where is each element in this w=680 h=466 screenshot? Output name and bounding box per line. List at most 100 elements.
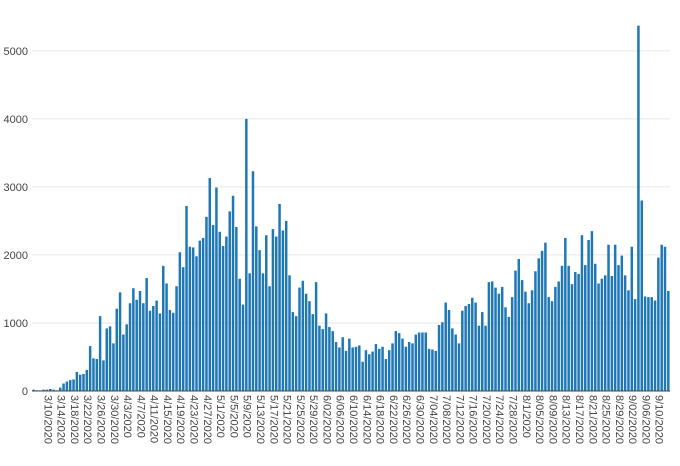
bar [82, 373, 85, 391]
bar [554, 286, 557, 391]
x-tick-label: 4/27/2020 [201, 395, 213, 444]
bar [544, 242, 547, 391]
bar [45, 389, 49, 391]
x-tick-label: 3/30/2020 [108, 395, 120, 444]
x-tick-label: 7/04/2020 [427, 395, 439, 444]
bar [248, 273, 251, 391]
bar [397, 333, 401, 391]
bar [68, 380, 72, 391]
bar [191, 247, 195, 391]
x-tick-label: 6/02/2020 [320, 395, 332, 444]
x-tick-label: 6/14/2020 [360, 395, 372, 444]
bar [593, 263, 597, 391]
bar [321, 329, 324, 391]
bar [557, 281, 560, 391]
bar [584, 265, 587, 391]
gridlines [32, 50, 670, 324]
bar [215, 187, 218, 391]
bar [394, 331, 398, 391]
x-tick-label: 7/20/2020 [480, 395, 492, 444]
bar [344, 350, 348, 391]
bar [620, 255, 624, 391]
bar [610, 276, 614, 391]
x-tick-label: 9/02/2020 [626, 395, 638, 444]
x-tick-label: 8/09/2020 [546, 395, 558, 444]
bar [431, 349, 434, 391]
bar [225, 236, 228, 391]
bar [304, 293, 308, 391]
bar [364, 350, 368, 391]
x-tick-label: 3/26/2020 [94, 395, 106, 444]
bar [251, 171, 255, 391]
x-tick-label: 4/19/2020 [174, 395, 186, 444]
bar [371, 351, 374, 391]
bar [185, 205, 188, 391]
bar [228, 211, 231, 391]
bar [507, 316, 511, 391]
x-tick-label: 3/10/2020 [41, 395, 53, 444]
bar [667, 290, 670, 391]
x-tick-label: 5/5/2020 [227, 395, 239, 438]
bar [132, 288, 135, 391]
bar [165, 283, 168, 391]
x-tick-label: 5/21/2020 [281, 395, 293, 444]
bar [517, 259, 521, 391]
bar [660, 244, 663, 391]
bar [148, 310, 152, 391]
bar [115, 308, 118, 391]
bar [514, 270, 517, 391]
x-tick-label: 5/1/2020 [214, 395, 226, 438]
bar [231, 195, 235, 391]
bar [301, 280, 305, 391]
bar [52, 389, 55, 391]
bar [464, 305, 467, 391]
y-tick-label: 5000 [4, 46, 28, 58]
x-tick-label: 5/25/2020 [294, 395, 306, 444]
bar [361, 361, 364, 391]
bar [387, 350, 391, 391]
bar [298, 287, 301, 391]
bar [105, 328, 109, 391]
bar [504, 307, 507, 391]
bar [308, 301, 311, 391]
bar [152, 305, 155, 391]
bar [125, 324, 128, 391]
bar [454, 334, 457, 391]
bar [128, 303, 132, 391]
bar [540, 250, 544, 391]
bar [261, 273, 265, 391]
bar [490, 281, 494, 391]
bar [118, 292, 122, 391]
x-tick-label: 8/1/2020 [520, 395, 532, 438]
bar [78, 374, 82, 391]
bar [534, 271, 537, 391]
x-tick-label: 7/12/2020 [453, 395, 465, 444]
bar [291, 312, 295, 391]
bar [85, 369, 89, 391]
y-tick-label: 1000 [4, 318, 28, 330]
bar [494, 287, 497, 391]
bar [381, 346, 384, 391]
bar [65, 381, 69, 391]
x-tick-label: 6/22/2020 [387, 395, 399, 444]
bar [171, 312, 175, 391]
bar [138, 290, 142, 391]
bar [314, 282, 318, 391]
bar [331, 331, 334, 391]
bar [122, 334, 125, 391]
bar [527, 303, 531, 391]
bar [630, 246, 634, 391]
bar [577, 273, 580, 391]
bar [32, 389, 35, 391]
bar [421, 332, 424, 391]
bar [637, 25, 640, 392]
x-tick-label: 4/3/2020 [121, 395, 133, 438]
bar [653, 300, 657, 391]
x-tick-label: 6/10/2020 [347, 395, 359, 444]
bar [334, 342, 338, 391]
bar [417, 332, 421, 391]
bar [155, 300, 158, 391]
x-tick-label: 8/21/2020 [586, 395, 598, 444]
x-tick-label: 7/24/2020 [493, 395, 505, 444]
x-tick-label: 4/11/2020 [148, 395, 160, 443]
